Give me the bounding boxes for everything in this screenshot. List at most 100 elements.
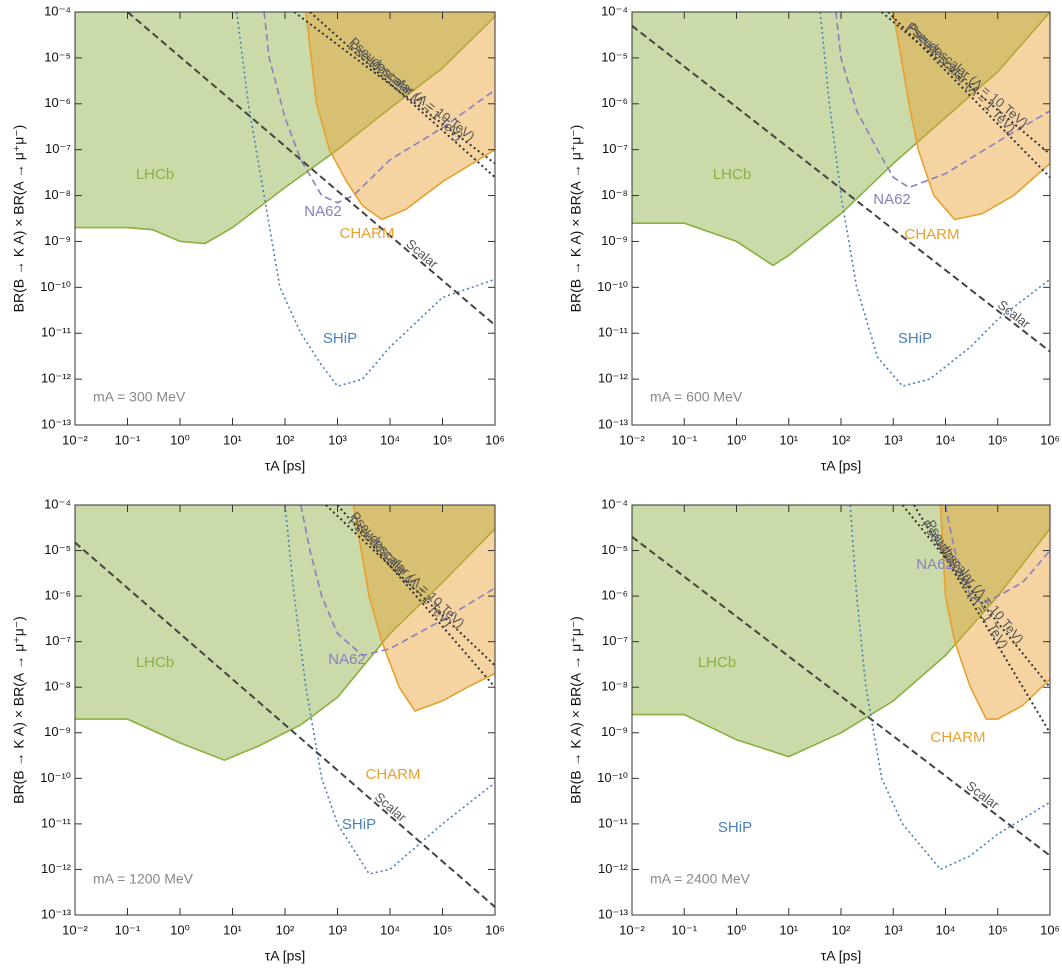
x-tick-label: 10⁻² — [619, 922, 645, 937]
plot-area — [75, 505, 495, 908]
y-axis-label: BR(B → K A) × BR(A → μ⁺μ⁻) — [11, 125, 27, 313]
region-label: SHiP — [718, 819, 752, 836]
y-tick-label: 10⁻⁹ — [44, 724, 71, 739]
x-tick-label: 10⁻² — [62, 432, 88, 447]
x-axis-label: τA [ps] — [265, 458, 306, 474]
x-tick-label: 10⁻² — [62, 922, 88, 937]
y-tick-label: 10⁻¹¹ — [598, 815, 629, 830]
y-axis-label: BR(B → K A) × BR(A → μ⁺μ⁻) — [568, 125, 584, 313]
y-tick-label: 10⁻⁷ — [45, 633, 71, 648]
y-tick-label: 10⁻¹² — [598, 371, 629, 386]
x-tick-label: 10⁰ — [170, 432, 190, 447]
region-label: LHCb — [698, 654, 736, 671]
y-tick-label: 10⁻¹² — [41, 371, 72, 386]
curve — [849, 505, 1050, 871]
region-label: CHARM — [931, 729, 986, 746]
region-fill — [893, 12, 1050, 220]
region-label: SHiP — [898, 330, 932, 347]
curve — [887, 12, 1050, 178]
y-tick-label: 10⁻⁸ — [601, 679, 628, 694]
line-label: Scalar — [403, 236, 441, 272]
curve — [75, 541, 495, 908]
curve — [263, 12, 495, 204]
region-fill — [632, 505, 1050, 757]
x-tick-label: 10² — [276, 922, 295, 937]
panel-annotation: mA = 1200 MeV — [93, 871, 194, 887]
y-tick-label: 10⁻⁵ — [601, 542, 628, 557]
x-tick-label: 10⁵ — [433, 432, 453, 447]
y-tick-label: 10⁻⁴ — [44, 496, 71, 511]
y-axis-label: BR(B → K A) × BR(A → μ⁺μ⁻) — [568, 616, 584, 804]
curve — [284, 505, 495, 875]
line-label: Scalar — [372, 789, 410, 825]
region-label: NA62 — [873, 191, 911, 208]
region-label: NA62 — [328, 651, 366, 668]
y-tick-label: 10⁻⁵ — [44, 49, 71, 64]
region-label: LHCb — [136, 166, 174, 183]
x-tick-label: 10⁻¹ — [115, 922, 141, 937]
x-tick-label: 10³ — [328, 922, 347, 937]
region-edge — [892, 12, 1050, 221]
x-tick-label: 10⁶ — [1040, 922, 1060, 937]
region-label: SHiP — [342, 816, 376, 833]
curve — [126, 12, 495, 326]
curve — [913, 505, 1050, 734]
x-tick-label: 10⁶ — [485, 432, 505, 447]
region-fill — [940, 505, 1050, 720]
panel-annotation: mA = 300 MeV — [93, 389, 186, 405]
curve — [881, 12, 1050, 155]
curve — [901, 505, 1050, 688]
x-tick-label: 10¹ — [223, 432, 242, 447]
x-tick-label: 10³ — [328, 432, 347, 447]
region-label: CHARM — [905, 226, 960, 243]
x-tick-label: 10² — [832, 922, 851, 937]
curve — [944, 505, 1050, 605]
x-tick-label: 10⁻¹ — [671, 922, 697, 937]
plot-area — [75, 12, 495, 388]
y-tick-label: 10⁻⁴ — [601, 3, 628, 18]
y-tick-label: 10⁻¹⁰ — [597, 770, 628, 785]
x-tick-label: 10² — [832, 432, 851, 447]
region-edge — [305, 12, 495, 221]
region-fill — [75, 12, 495, 244]
region-label: NA62 — [304, 203, 342, 220]
y-tick-label: 10⁻¹³ — [41, 906, 72, 921]
y-tick-label: 10⁻⁶ — [44, 95, 71, 110]
y-tick-label: 10⁻⁷ — [602, 633, 628, 648]
x-tick-label: 10² — [276, 432, 295, 447]
y-tick-label: 10⁻⁴ — [601, 496, 628, 511]
x-tick-label: 10⁻¹ — [671, 432, 697, 447]
curve — [325, 505, 495, 667]
x-tick-label: 10¹ — [223, 922, 242, 937]
x-tick-label: 10⁴ — [935, 922, 955, 937]
x-tick-label: 10³ — [884, 922, 903, 937]
region-fill — [75, 505, 495, 761]
y-tick-label: 10⁻⁵ — [44, 542, 71, 557]
region-fill — [305, 12, 495, 220]
panel-annotation: mA = 600 MeV — [650, 389, 743, 405]
y-tick-label: 10⁻⁵ — [601, 49, 628, 64]
curve — [300, 505, 495, 657]
region-label: CHARM — [340, 225, 395, 242]
x-tick-label: 10⁵ — [433, 922, 453, 937]
curve — [336, 505, 495, 688]
y-tick-label: 10⁻⁸ — [44, 679, 71, 694]
y-tick-label: 10⁻⁹ — [44, 233, 71, 248]
x-tick-label: 10⁵ — [988, 432, 1008, 447]
region-edge — [632, 12, 1050, 267]
x-tick-label: 10⁴ — [935, 432, 955, 447]
x-tick-label: 10⁵ — [988, 922, 1008, 937]
y-tick-label: 10⁻¹⁰ — [597, 279, 628, 294]
y-tick-label: 10⁻⁹ — [601, 724, 628, 739]
curve — [293, 12, 495, 165]
y-tick-label: 10⁻¹⁰ — [40, 279, 71, 294]
curve — [632, 25, 1050, 353]
x-tick-label: 10¹ — [779, 432, 798, 447]
region-edge — [352, 505, 495, 712]
x-tick-label: 10⁻² — [619, 432, 645, 447]
region-fill — [632, 12, 1050, 266]
region-label: SHiP — [323, 330, 357, 347]
region-edge — [75, 15, 495, 245]
